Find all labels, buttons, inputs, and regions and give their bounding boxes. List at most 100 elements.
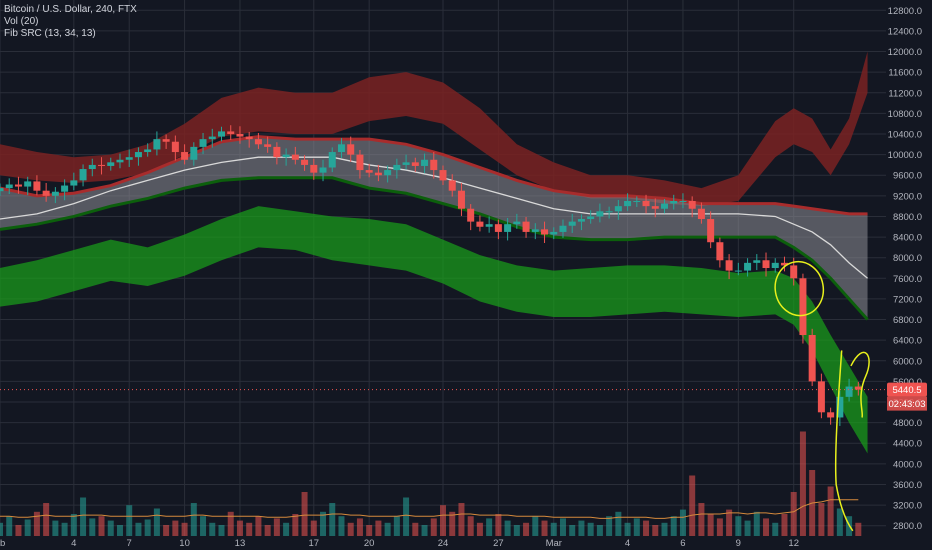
candle-body — [421, 159, 429, 166]
volume-bar — [236, 520, 243, 536]
candle-body — [504, 224, 512, 232]
price-tick-label: 4000.0 — [893, 459, 922, 470]
candle-body — [42, 190, 50, 196]
volume-bar — [144, 519, 151, 536]
fib-indicator-label[interactable]: Fib SRC (13, 34, 13) — [4, 28, 96, 39]
candle-body — [467, 208, 475, 222]
volume-bar — [292, 514, 299, 536]
candle-body — [808, 335, 816, 382]
volume-bar — [559, 518, 566, 536]
candle-body — [845, 386, 853, 397]
candle-body — [24, 181, 32, 187]
volume-bar — [606, 516, 613, 536]
price-tick-label: 7600.0 — [893, 274, 922, 285]
volume-bar — [384, 522, 391, 536]
volume-bar — [735, 516, 742, 536]
volume-bar — [716, 518, 723, 536]
volume-bar — [320, 511, 327, 536]
volume-bar — [126, 505, 133, 536]
price-axis[interactable]: 12800.0 12400.0 12000.0 11600.0 11200.0 10800… — [888, 6, 922, 532]
time-tick-label: 10 — [179, 538, 190, 549]
lower-band-area — [0, 206, 868, 454]
price-tick-label: 4800.0 — [893, 418, 922, 429]
price-tick-label: 8800.0 — [893, 212, 922, 223]
upper-band-area — [0, 51, 868, 207]
countdown-label: 02:43:03 — [889, 399, 926, 410]
candle-body — [208, 136, 216, 140]
candle-body — [402, 162, 410, 165]
candle-body — [236, 134, 244, 137]
volume-bar — [0, 522, 3, 536]
candle-body — [70, 180, 78, 186]
candle-body — [51, 191, 59, 196]
candle-body — [291, 154, 299, 160]
volume-bars — [0, 431, 862, 536]
price-tick-label: 5600.0 — [893, 377, 922, 388]
volume-indicator-label[interactable]: Vol (20) — [4, 16, 39, 27]
volume-bar — [532, 516, 539, 536]
candle-body — [61, 185, 69, 192]
volume-bar — [6, 516, 13, 536]
price-tick-label: 7200.0 — [893, 294, 922, 305]
candle-body — [568, 221, 576, 226]
volume-bar — [200, 516, 207, 536]
volume-bar — [393, 516, 400, 536]
volume-bar — [301, 492, 308, 536]
candle-body — [254, 139, 262, 145]
volume-bar — [172, 520, 179, 536]
volume-bar — [790, 492, 797, 536]
candle-body — [227, 131, 235, 134]
volume-bar — [513, 525, 520, 536]
candle-body — [411, 162, 419, 166]
candle-body — [651, 206, 659, 209]
candle-body — [365, 170, 373, 173]
middle-band-top-edge — [0, 135, 868, 216]
volume-bar — [550, 522, 557, 536]
volume-bar — [218, 525, 225, 536]
candle-body — [356, 154, 364, 171]
volume-bar — [495, 514, 502, 536]
candle-body — [218, 131, 225, 137]
volume-bar — [80, 497, 87, 536]
time-tick-label: 4 — [71, 538, 76, 549]
time-tick-label: 24 — [438, 538, 449, 549]
volume-bar — [633, 518, 640, 536]
volume-bar — [70, 514, 77, 536]
candle-body — [273, 146, 281, 158]
volume-bar — [827, 486, 834, 536]
volume-bar — [283, 522, 290, 536]
candle-body — [707, 219, 715, 243]
candle-body — [430, 159, 438, 171]
candle-body — [744, 262, 752, 271]
volume-bar — [569, 525, 576, 536]
time-axis[interactable]: eb 4 7 10 13 17 20 24 27 Mar 4 6 9 12 — [0, 538, 799, 549]
candle-body — [799, 278, 807, 335]
candle-body — [144, 149, 152, 153]
volume-bar — [107, 520, 114, 536]
candle-body — [485, 224, 493, 227]
candle-body — [605, 211, 613, 213]
price-tick-label: 12400.0 — [888, 26, 922, 37]
volume-bar — [744, 520, 751, 536]
price-tick-label: 4400.0 — [893, 439, 922, 450]
volume-bar — [753, 511, 760, 536]
price-tick-label: 2800.0 — [893, 521, 922, 532]
candle-body — [734, 270, 742, 272]
price-tick-label: 3200.0 — [893, 501, 922, 512]
time-tick-label: 27 — [493, 538, 504, 549]
price-tick-label: 3600.0 — [893, 480, 922, 491]
volume-bar — [116, 525, 123, 536]
symbol-title[interactable]: Bitcoin / U.S. Dollar, 240, FTX — [4, 4, 137, 15]
volume-bar — [476, 522, 483, 536]
candle-body — [264, 144, 272, 147]
candle-body — [716, 242, 724, 261]
time-tick-label: 6 — [680, 538, 685, 549]
candle-body — [670, 201, 678, 204]
price-tick-label: 10400.0 — [888, 130, 922, 141]
volume-bar — [356, 518, 363, 536]
candle-body — [577, 219, 585, 222]
volume-bar — [578, 520, 585, 536]
candle-body — [642, 201, 650, 207]
candlesticks — [0, 125, 886, 426]
